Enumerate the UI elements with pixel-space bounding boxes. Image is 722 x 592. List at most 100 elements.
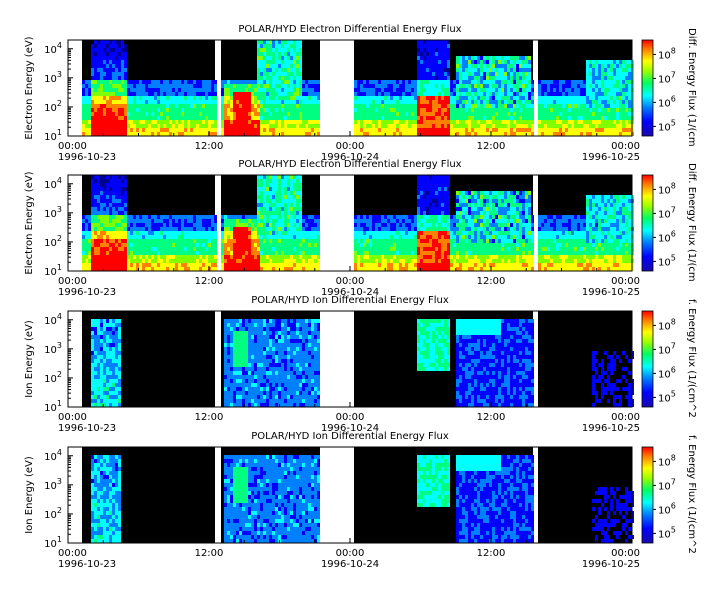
spectrogram-cell [205,227,208,231]
spectrogram-cell [257,215,260,219]
spectrogram-cell [260,247,263,251]
spectrogram-cell [568,124,571,128]
spectrogram-cell [145,247,148,251]
spectrogram-cell [136,128,139,132]
spectrogram-cell [230,223,233,227]
spectrogram-cell [103,80,106,84]
spectrogram-cell [91,88,94,92]
spectrogram-cell [444,243,447,247]
spectrogram-cell [88,251,91,255]
spectrogram-cell [369,215,372,219]
spectrogram-cell [133,112,136,116]
spectrogram-cell [175,112,178,116]
spectrogram-cell [553,84,556,88]
spectrogram-cell [272,179,275,183]
spectrogram-cell [284,191,287,195]
spectrogram-cell [492,132,495,136]
spectrogram-cell [498,60,501,64]
spectrogram-cell [178,239,181,243]
spectrogram-cell [556,104,559,108]
spectrogram-cell [423,259,426,263]
spectrogram-cell [420,112,423,116]
spectrogram-cell [281,243,284,247]
spectrogram-cell [281,100,284,104]
spectrogram-cell [492,112,495,116]
spectrogram-cell [169,267,172,271]
spectrogram-cell [302,96,305,100]
spectrogram-cell [528,72,531,76]
spectrogram-cell [308,239,311,243]
spectrogram-cell [272,52,275,56]
spectrogram-cell [411,116,414,120]
spectrogram-cell [181,219,184,223]
spectrogram-cell [112,56,115,60]
spectrogram-cell [420,267,423,271]
spectrogram-cell [435,72,438,76]
spectrogram-cell [284,247,287,251]
spectrogram-cell [263,239,266,243]
spectrogram-cell [565,100,568,104]
spectrogram-cell [447,56,450,60]
spectrogram-cell [423,64,426,68]
spectrogram-cell [266,132,269,136]
spectrogram-cell [296,175,299,179]
spectrogram-cell [136,251,139,255]
spectrogram-cell [426,44,429,48]
spectrogram-cell [169,116,172,120]
spectrogram-cell [94,251,97,255]
spectrogram-cell [97,44,100,48]
spectrogram-cell [399,223,402,227]
spectrogram-cell [562,100,565,104]
spectrogram-cell [245,84,248,88]
spectrogram-cell [396,120,399,124]
spectrogram-cell [372,112,375,116]
spectrogram-cell [501,56,504,60]
spectrogram-cell [248,96,251,100]
spectrogram-cell [553,92,556,96]
spectrogram-cell [541,116,544,120]
spectrogram-cell [580,84,583,88]
spectrogram-cell [504,116,507,120]
spectrogram-cell [423,52,426,56]
spectrogram-cell [429,223,432,227]
spectrogram-cell [160,223,163,227]
spectrogram-cell [242,267,245,271]
spectrogram-cell [154,80,157,84]
spectrogram-cell [408,80,411,84]
spectrogram-cell [290,207,293,211]
spectrogram-cell [130,267,133,271]
spectrogram-cell [208,223,211,227]
spectrogram-cell [504,56,507,60]
spectrogram-cell [426,132,429,136]
spectrogram-cell [151,120,154,124]
spectrogram-cell [619,112,622,116]
spectrogram-cell [402,267,405,271]
spectrogram-cell [456,80,459,84]
spectrogram-cell [272,183,275,187]
spectrogram-cell [308,104,311,108]
spectrogram-cell [148,112,151,116]
spectrogram-cell [402,251,405,255]
spectrogram-cell [272,199,275,203]
spectrogram-cell [429,80,432,84]
spectrogram-cell [281,183,284,187]
spectrogram-cell [390,88,393,92]
spectrogram-cell [199,132,202,136]
spectrogram-cell [622,60,625,64]
spectrogram-cell [598,124,601,128]
spectrogram-cell [266,211,269,215]
spectrogram-cell [628,108,631,112]
spectrogram-cell [308,128,311,132]
spectrogram-cell [480,116,483,120]
spectrogram-cell [360,80,363,84]
spectrogram-cell [227,120,230,124]
spectrogram-cell [248,255,251,259]
spectrogram-cell [118,211,121,215]
spectrogram-cell [103,44,106,48]
spectrogram-cell [541,132,544,136]
spectrogram-cell [435,80,438,84]
spectrogram-cell [507,120,510,124]
spectrogram-cell [224,227,227,231]
spectrogram-cell [224,108,227,112]
spectrogram-cell [550,128,553,132]
